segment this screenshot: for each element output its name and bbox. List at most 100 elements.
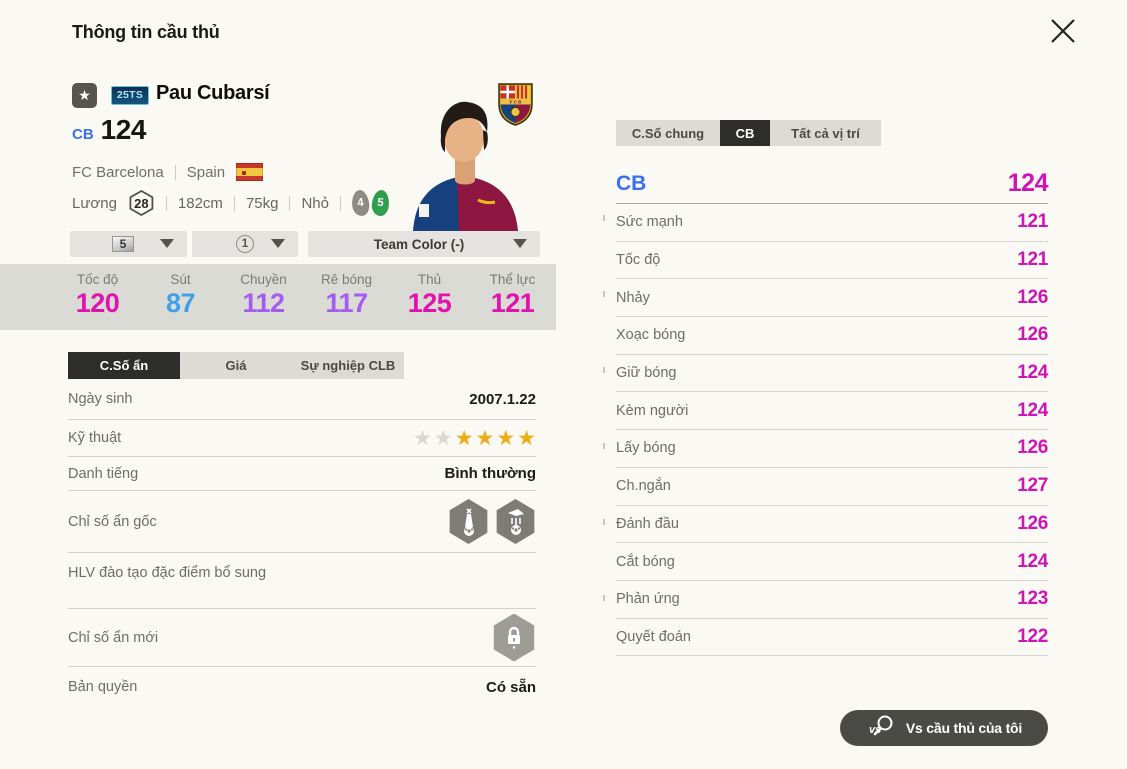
row-label: Ngày sinh bbox=[68, 391, 133, 407]
club-nation-row: FC Barcelona Spain bbox=[72, 163, 264, 181]
stat-value: 87 bbox=[165, 288, 196, 318]
stat-col-pace: Tốc độ 120 bbox=[56, 264, 139, 330]
scrollbar[interactable] bbox=[603, 215, 605, 645]
overall-rating: 124 bbox=[100, 114, 147, 145]
stat-value: 124 bbox=[1017, 362, 1048, 384]
strong-foot-icon: 5 bbox=[370, 189, 391, 217]
tab-general-stats[interactable]: C.Số chung bbox=[616, 120, 720, 146]
divider bbox=[289, 195, 291, 211]
stat-value: 121 bbox=[1017, 249, 1048, 271]
star-filled-icon: ★ bbox=[496, 426, 516, 450]
stat-label: Thể lực bbox=[489, 272, 536, 287]
salary-label: Lương bbox=[72, 194, 117, 212]
hidden-stat-tower-icon bbox=[449, 499, 488, 544]
row-label: Kỹ thuật bbox=[68, 430, 122, 446]
flag-spain-icon bbox=[236, 163, 264, 181]
tab-hidden-stats[interactable]: C.Số ẩn bbox=[68, 352, 180, 379]
table-row: Xoạc bóng 126 bbox=[616, 317, 1048, 355]
stat-value: 125 bbox=[407, 288, 452, 318]
star-empty-icon: ★ bbox=[433, 426, 453, 450]
weak-foot-icon: 4 bbox=[350, 189, 371, 217]
vs-magnifier-icon: vs bbox=[866, 714, 896, 743]
favorite-star-icon[interactable]: ★ bbox=[72, 83, 97, 108]
boots-group: 4 5 bbox=[350, 189, 391, 217]
row-skill: Kỹ thuật ★ ★ ★ ★ ★ ★ bbox=[68, 420, 536, 457]
player-name: Pau Cubarsí bbox=[156, 82, 270, 104]
count-dropdown[interactable]: 1 bbox=[192, 231, 298, 257]
tab-cb[interactable]: CB bbox=[720, 120, 770, 146]
stat-label: Lấy bóng bbox=[616, 440, 676, 457]
stat-label: Quyết đoán bbox=[616, 628, 691, 645]
table-row: Phản ứng 123 bbox=[616, 581, 1048, 619]
nation-name: Spain bbox=[186, 163, 226, 181]
vs-my-player-button[interactable]: vs Vs cầu thủ của tôi bbox=[840, 710, 1048, 746]
stat-label: Đánh đầu bbox=[616, 515, 679, 532]
row-value: 2007.1.22 bbox=[469, 390, 536, 408]
row-label: Bản quyền bbox=[68, 679, 138, 695]
row-value: Bình thường bbox=[444, 465, 536, 482]
row-hidden-original: Chỉ số ẩn gốc bbox=[68, 491, 536, 553]
team-color-dropdown[interactable]: Team Color (-) bbox=[308, 231, 540, 257]
row-label: Chỉ số ẩn gốc bbox=[68, 513, 157, 530]
club-crest-icon: F C B bbox=[497, 82, 534, 126]
stat-value: 126 bbox=[1017, 286, 1048, 308]
detailed-stats-list: Sức mạnh 121 Tốc độ 121 Nhảy 126 Xoạc bó… bbox=[616, 204, 1048, 657]
table-row: Kèm người 124 bbox=[616, 392, 1048, 431]
position-overall-value: 124 bbox=[1007, 169, 1049, 197]
tab-all-positions[interactable]: Tất cả vị trí bbox=[770, 120, 881, 146]
star-filled-icon: ★ bbox=[454, 426, 474, 450]
tab-price[interactable]: Giá bbox=[180, 352, 292, 379]
right-tabs: C.Số chung CB Tất cả vị trí bbox=[616, 120, 881, 146]
row-label: HLV đào tạo đặc điểm bổ sung bbox=[68, 565, 267, 581]
table-row: Đánh đầu 126 bbox=[616, 506, 1048, 544]
stat-label: Nhảy bbox=[616, 289, 650, 306]
star-filled-icon: ★ bbox=[475, 426, 495, 450]
table-row: Giữ bóng 124 bbox=[616, 355, 1048, 393]
salary-badge: 28 bbox=[128, 190, 155, 216]
stat-value: 124 bbox=[1017, 550, 1048, 572]
top-stats-band: Tốc độ 120 Sút 87 Chuyền 112 Rê bóng 117… bbox=[0, 264, 556, 330]
stat-col-defending: Thủ 125 bbox=[388, 264, 471, 330]
table-row: Tốc độ 121 bbox=[616, 242, 1048, 280]
stat-label: Tốc độ bbox=[616, 252, 661, 269]
star-empty-icon: ★ bbox=[413, 426, 432, 450]
close-icon[interactable] bbox=[1044, 12, 1082, 50]
divider bbox=[233, 195, 235, 211]
stat-value: 124 bbox=[1017, 399, 1048, 421]
stat-value: 112 bbox=[242, 288, 285, 318]
row-label: Danh tiếng bbox=[68, 465, 139, 482]
lock-icon bbox=[493, 613, 535, 662]
stat-label: Thủ bbox=[417, 272, 442, 287]
divider bbox=[165, 195, 167, 211]
row-coach-training: HLV đào tạo đặc điểm bổ sung bbox=[68, 553, 536, 609]
divider bbox=[340, 195, 341, 211]
row-license: Bản quyền Có sẵn bbox=[68, 667, 536, 707]
salary-value: 28 bbox=[134, 195, 149, 211]
hidden-stat-medal-icon bbox=[496, 499, 535, 544]
table-row: Cắt bóng 124 bbox=[616, 543, 1048, 581]
team-color-label: Team Color (-) bbox=[373, 236, 465, 252]
height-value: 182cm bbox=[177, 194, 223, 212]
club-name: FC Barcelona bbox=[72, 163, 164, 181]
stat-value: 122 bbox=[1017, 625, 1048, 647]
row-birthdate: Ngày sinh 2007.1.22 bbox=[68, 379, 536, 420]
position-overall: CB 124 bbox=[72, 114, 146, 146]
stat-label: Tốc độ bbox=[76, 272, 119, 287]
stat-label: Phản ứng bbox=[616, 591, 680, 608]
stat-label: Sức mạnh bbox=[616, 214, 683, 231]
tab-club-career[interactable]: Sự nghiệp CLB bbox=[292, 352, 404, 379]
body-type-value: Nhỏ bbox=[301, 194, 329, 212]
chevron-down-icon bbox=[513, 239, 527, 248]
stat-value: 127 bbox=[1017, 475, 1048, 497]
stat-label: Giữ bóng bbox=[616, 365, 677, 382]
row-fame: Danh tiếng Bình thường bbox=[68, 457, 536, 491]
upgrade-level-dropdown[interactable]: 5 bbox=[70, 231, 187, 257]
chevron-down-icon bbox=[271, 239, 285, 248]
row-label: Chỉ số ẩn mới bbox=[68, 629, 159, 646]
star-filled-icon: ★ bbox=[517, 426, 536, 450]
hidden-stat-badges bbox=[448, 499, 536, 544]
info-list: Ngày sinh 2007.1.22 Kỹ thuật ★ ★ ★ ★ ★ ★… bbox=[68, 379, 536, 707]
stat-col-physical: Thể lực 121 bbox=[471, 264, 554, 330]
page-title: Thông tin cầu thủ bbox=[72, 22, 220, 42]
